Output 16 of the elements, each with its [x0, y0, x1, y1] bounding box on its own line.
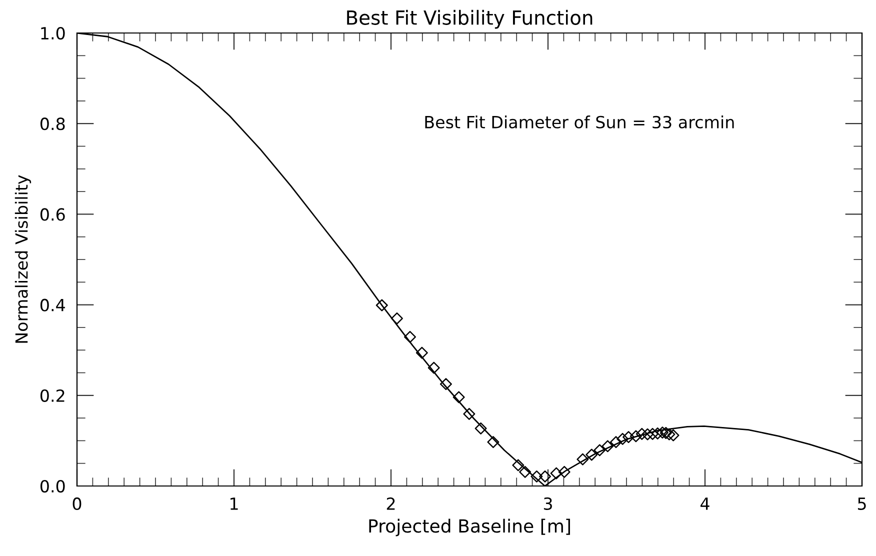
x-tick-label: 3	[544, 497, 552, 510]
chart-title: Best Fit Visibility Function	[347, 10, 592, 29]
x-tick-label: 1	[230, 498, 238, 510]
y-tick-label: 0.8	[40, 118, 65, 130]
x-tick-label: 0	[72, 497, 82, 510]
y-tick-label: 1.0	[41, 26, 65, 40]
x-tick-label: 5	[858, 498, 866, 510]
annotation: Best Fit Diameter of Sun = 33 arcmin	[425, 116, 734, 128]
y-tick-label: 0.0	[40, 480, 65, 493]
y-tick-label: 0.2	[40, 389, 64, 402]
y-axis-title: Normalized Visibility	[14, 175, 32, 343]
x-axis-title: Projected Baseline [m]	[369, 518, 570, 536]
x-tick-label: 4	[700, 498, 710, 510]
x-tick-label: 2	[386, 497, 395, 510]
y-tick-label: 0.4	[40, 298, 65, 312]
y-tick-label: 0.6	[40, 208, 65, 221]
